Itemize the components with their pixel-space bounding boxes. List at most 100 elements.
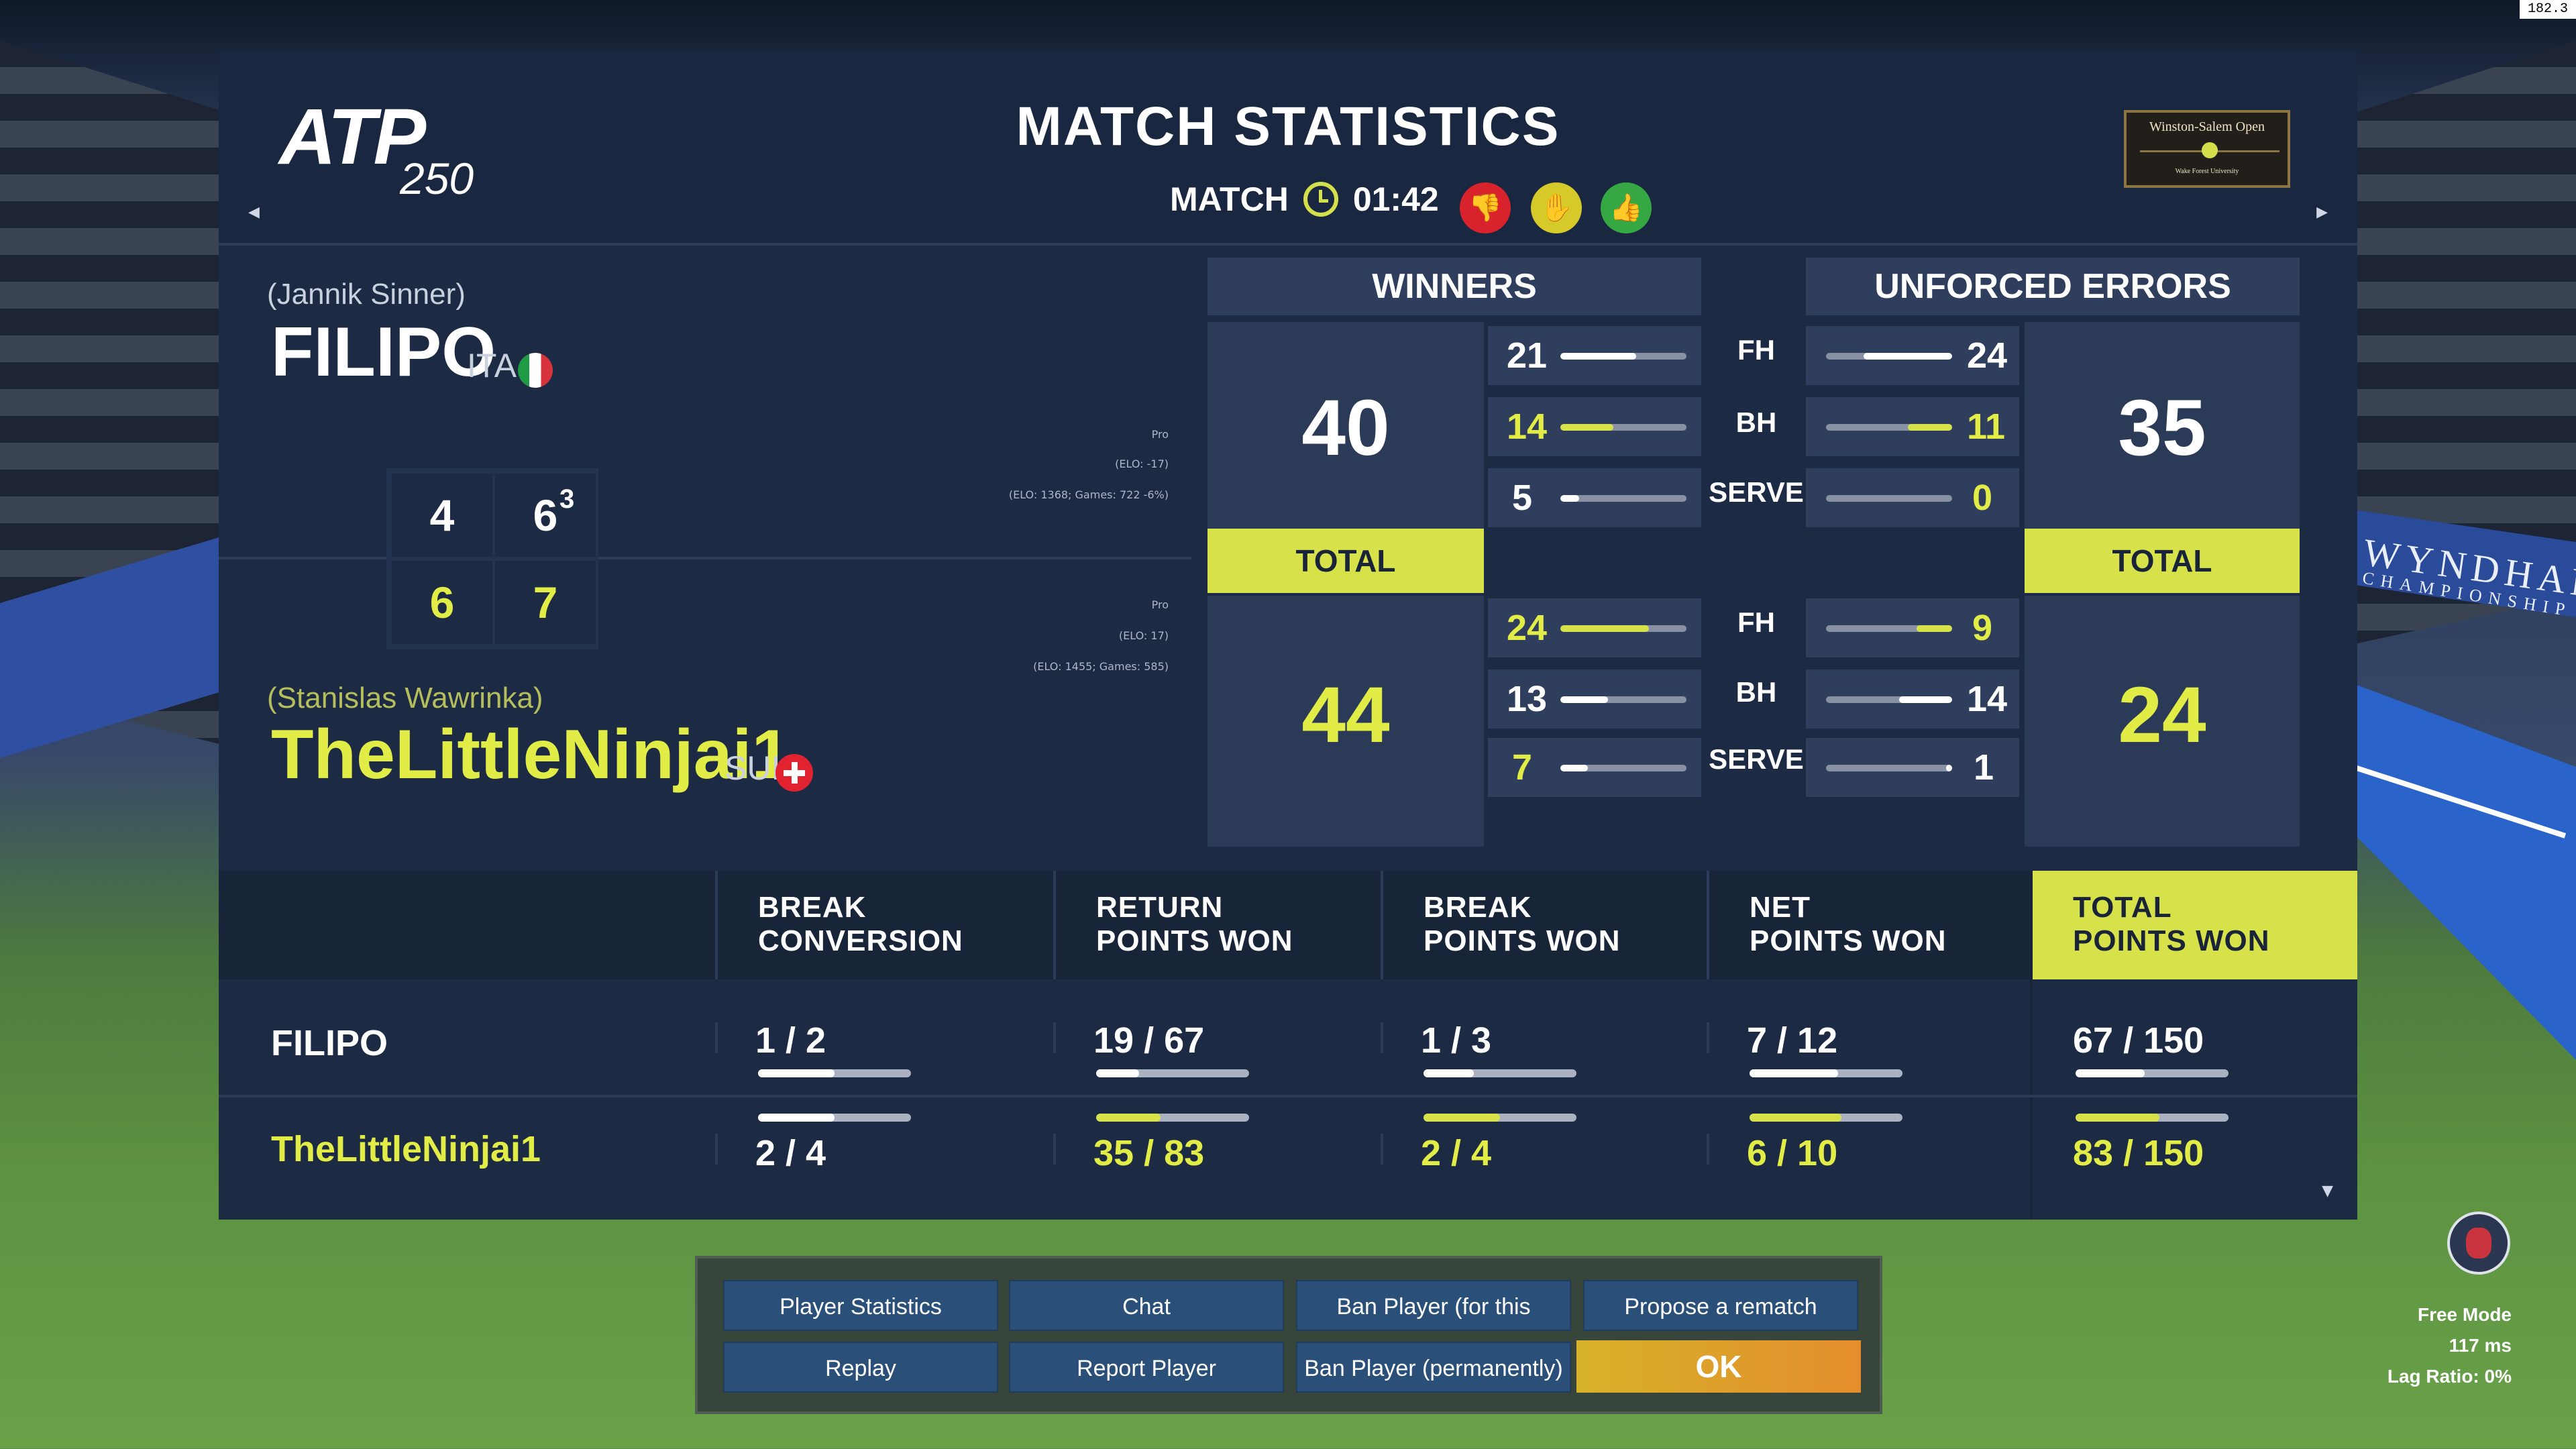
- cat-bh-p1: BH: [1735, 407, 1777, 438]
- col-header-line2: POINTS WON: [2073, 924, 2270, 957]
- p1-winners-serve-fill: [1560, 495, 1580, 502]
- panel-header: ATP 250 ◀ ▶ MATCH STATISTICS MATCH 01:42…: [219, 51, 2357, 246]
- report-player-button[interactable]: Report Player: [1009, 1342, 1284, 1393]
- p2-break-points-bar: [1424, 1114, 1576, 1122]
- col-separator: [1381, 1134, 1383, 1165]
- player2-real-name: (Stanislas Wawrinka): [267, 682, 543, 714]
- p2-winners-serve-bar: [1560, 765, 1686, 771]
- col-separator: [1053, 1022, 1056, 1053]
- p2-ue-serve-fill: [1945, 765, 1952, 771]
- neutral-hand-icon[interactable]: ✋: [1531, 182, 1582, 233]
- thumbs-down-icon[interactable]: 👎: [1460, 182, 1511, 233]
- p1-total-points-fill: [2076, 1069, 2145, 1077]
- table-row-player2-name: TheLittleNinjai1: [271, 1129, 541, 1169]
- clock-icon: [1303, 182, 1338, 217]
- p2-winners-fh-row: 24: [1488, 598, 1701, 657]
- table-row-divider: [219, 1095, 2357, 1097]
- ok-button[interactable]: OK: [1576, 1340, 1861, 1393]
- p1-winners-bh-fill: [1560, 424, 1613, 431]
- prev-arrow-icon[interactable]: ◀: [248, 204, 260, 221]
- col-separator: [715, 1134, 718, 1165]
- switzerland-flag-icon: [775, 754, 813, 792]
- col-header-line1: BREAK: [1424, 891, 1532, 924]
- player-avatar[interactable]: [2447, 1212, 2510, 1275]
- col-header-line2: CONVERSION: [758, 924, 963, 957]
- col-separator: [1707, 1022, 1709, 1053]
- p1-winners-serve-bar: [1560, 495, 1686, 502]
- tennis-ball-icon: [2202, 142, 2218, 158]
- player1-elo-delta: (ELO: -17): [1115, 458, 1169, 470]
- ban-session-button[interactable]: Ban Player (for this session): [1296, 1280, 1571, 1371]
- p2-net-points-won: 6 / 10: [1747, 1133, 1838, 1173]
- col-net-points-won: NET POINTS WON: [1707, 871, 2031, 979]
- atp-logo: ATP 250: [279, 91, 494, 252]
- p2-winners-total: 44: [1301, 671, 1390, 759]
- p2-ue-total: 24: [2118, 671, 2206, 759]
- p1-winners-fh-fill: [1560, 353, 1636, 360]
- col-total-points-won: TOTAL POINTS WON: [2033, 871, 2357, 979]
- p2-winners-bh: 13: [1507, 679, 1548, 719]
- p1-winners-bh: 14: [1507, 407, 1548, 447]
- p2-ue-bh-row: 14: [1806, 669, 2019, 729]
- unforced-errors-header: UNFORCED ERRORS: [1806, 258, 2300, 315]
- p1-ue-serve-bar: [1826, 495, 1952, 502]
- propose-rematch-button[interactable]: Propose a rematch: [1583, 1280, 1858, 1331]
- replay-button[interactable]: Replay: [723, 1342, 998, 1393]
- cat-serve-p2: SERVE: [1709, 743, 1804, 775]
- p1-ue-bh-bar: [1826, 424, 1952, 431]
- p1-break-points-fill: [1424, 1069, 1474, 1077]
- p2-ue-serve: 1: [1974, 747, 1994, 788]
- player-statistics-button[interactable]: Player Statistics: [723, 1280, 998, 1331]
- p2-break-points-fill: [1424, 1114, 1500, 1122]
- p1-ue-bh-fill: [1908, 424, 1952, 431]
- col-header-line2: POINTS WON: [1750, 924, 1947, 957]
- fps-counter: 182.3: [2520, 0, 2576, 19]
- p2-ue-bh-bar: [1826, 696, 1952, 703]
- player2-name[interactable]: TheLittleNinjai1: [271, 716, 791, 794]
- tournament-sub: Wake Forest University: [2175, 168, 2239, 175]
- chat-button[interactable]: Chat: [1009, 1280, 1284, 1331]
- p2-ue-fh-row: 9: [1806, 598, 2019, 657]
- p1-break-points-won: 1 / 3: [1421, 1020, 1492, 1061]
- player1-elo-detail: (ELO: 1368; Games: 722 -6%): [1008, 488, 1169, 501]
- p2-winners-bh-fill: [1560, 696, 1609, 703]
- p1-break-points-bar: [1424, 1069, 1576, 1077]
- action-button-bar: Player Statistics Chat Ban Player (for t…: [695, 1256, 1882, 1414]
- p1-ue-serve-row: 0: [1806, 468, 2019, 527]
- ue-total-label: TOTAL: [2025, 529, 2300, 593]
- p2-ue-serve-bar: [1826, 765, 1952, 771]
- p1-break-conversion: 1 / 2: [755, 1020, 826, 1061]
- ban-permanent-button[interactable]: Ban Player (permanently): [1296, 1342, 1571, 1393]
- p2-ue-fh-bar: [1826, 625, 1952, 632]
- p2-winners-bh-row: 13: [1488, 669, 1701, 729]
- p2-total-points-fill: [2076, 1114, 2160, 1122]
- player2-elo-detail: (ELO: 1455; Games: 585): [1033, 660, 1169, 673]
- col-separator: [1053, 1134, 1056, 1165]
- winners-total-label: TOTAL: [1208, 529, 1484, 593]
- next-arrow-icon[interactable]: ▶: [2316, 204, 2328, 221]
- p1-net-points-won: 7 / 12: [1747, 1020, 1838, 1061]
- p2-ue-serve-row: 1: [1806, 738, 2019, 797]
- scroll-down-icon[interactable]: ▼: [2322, 1183, 2333, 1199]
- total-column-divider: [2030, 979, 2033, 1220]
- thumbs-up-icon[interactable]: 👍: [1601, 182, 1652, 233]
- p1-winners-serve-row: 5: [1488, 468, 1701, 527]
- match-statistics-panel: ATP 250 ◀ ▶ MATCH STATISTICS MATCH 01:42…: [219, 51, 2357, 1220]
- player2-elo-level: Pro: [1151, 598, 1169, 611]
- col-break-conversion: BREAK CONVERSION: [715, 871, 1053, 979]
- p1-ue-fh-bar: [1826, 353, 1952, 360]
- col-header-line1: NET: [1750, 891, 1811, 924]
- p2-winners-total-tile: 44: [1208, 596, 1484, 847]
- p2-break-points-won: 2 / 4: [1421, 1133, 1492, 1173]
- cat-fh-p2: FH: [1737, 606, 1775, 638]
- atp-logo-text: ATP: [279, 93, 426, 181]
- col-header-line1: BREAK: [758, 891, 867, 924]
- p1-net-points-bar: [1750, 1069, 1902, 1077]
- p1-ue-total-tile: 35: [2025, 322, 2300, 530]
- p1-winners-bh-bar: [1560, 424, 1686, 431]
- player1-elo-level: Pro: [1151, 428, 1169, 441]
- stats-table-header: BREAK CONVERSION RETURN POINTS WON BREAK…: [219, 871, 2357, 979]
- p1-total-points-bar: [2076, 1069, 2229, 1077]
- p1-ue-fh-row: 24: [1806, 326, 2019, 385]
- player1-name[interactable]: FILIPO: [271, 313, 496, 391]
